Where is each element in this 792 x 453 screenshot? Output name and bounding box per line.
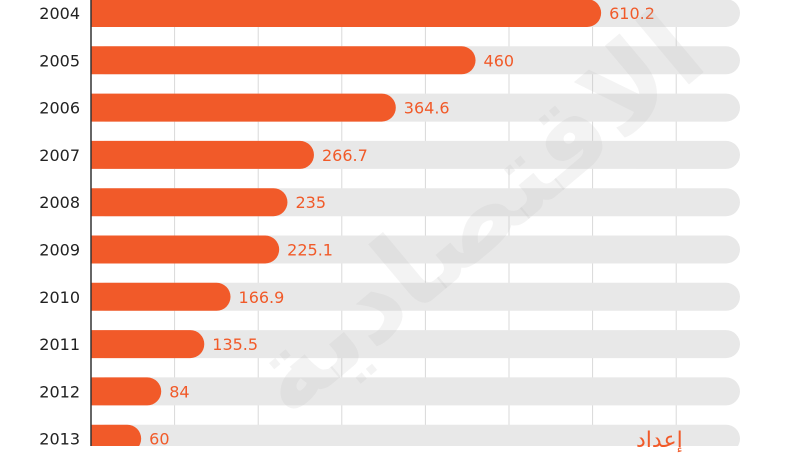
category-label-2006: 2006 [39,99,80,118]
category-label-2007: 2007 [39,146,80,165]
value-label-2005: 460 [484,51,515,70]
bar-track-2012 [91,377,740,406]
value-label-2010: 166.9 [239,288,285,307]
bar-2010 [91,282,231,311]
value-label-2013: 60 [149,430,169,446]
bar-track-2011 [91,330,740,359]
bar-2009 [91,235,280,264]
bar-2013 [91,424,142,446]
value-label-2004: 610.2 [609,4,655,23]
bar-2008 [91,188,288,217]
category-label-2011: 2011 [39,335,80,354]
bar-track-2013 [91,424,740,446]
category-label-2013: 2013 [39,430,80,446]
grid-lines [174,0,677,446]
bar-2005 [91,46,476,75]
bar-2007 [91,140,314,169]
category-label-2008: 2008 [39,193,80,212]
value-label-2007: 266.7 [322,146,368,165]
value-label-2008: 235 [295,193,326,212]
category-label-2012: 2012 [39,382,80,401]
value-label-2011: 135.5 [212,335,258,354]
value-label-2009: 225.1 [287,241,333,260]
bar-2004 [91,0,602,27]
bar-2011 [91,330,205,359]
footer-credit: إعداد [636,428,683,453]
labels: 2004 610.2 2005 460 2006 364.6 2007 266.7 2008 23… [39,4,655,446]
category-label-2010: 2010 [39,288,80,307]
bar-track-2010 [91,282,740,311]
category-label-2004: 2004 [39,4,80,23]
category-label-2005: 2005 [39,51,80,70]
bars [91,0,602,446]
value-label-2006: 364.6 [404,99,450,118]
bar-2012 [91,377,162,406]
bar-2006 [91,93,396,122]
value-label-2012: 84 [169,382,189,401]
category-label-2009: 2009 [39,241,80,260]
